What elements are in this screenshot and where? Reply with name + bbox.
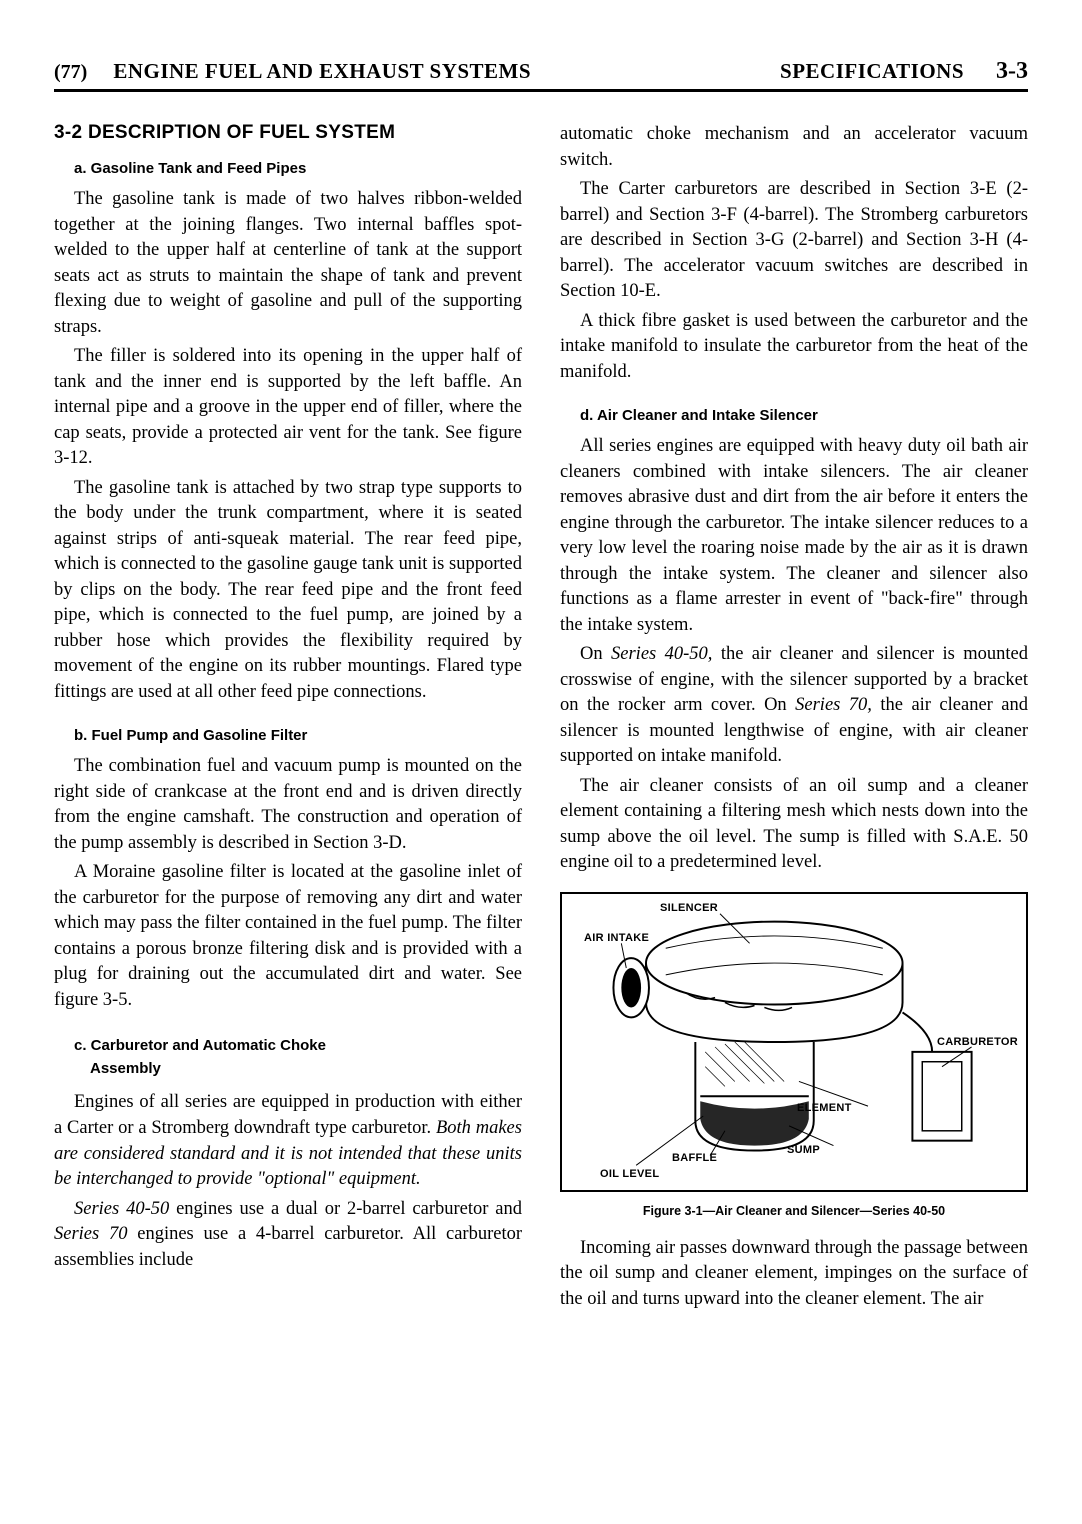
- text-run: engines use a dual or 2-barrel carbureto…: [169, 1199, 522, 1219]
- paragraph: A Moraine gasoline filter is located at …: [54, 860, 522, 1013]
- text-run: On: [580, 644, 611, 664]
- subheading-b: b. Fuel Pump and Gasoline Filter: [54, 727, 522, 744]
- text-italic: Series 70: [54, 1224, 127, 1244]
- content-columns: 3-2 DESCRIPTION OF FUEL SYSTEM a. Gasoli…: [54, 122, 1028, 1316]
- page-number-left: (77): [54, 61, 87, 84]
- subheading-c: c. Carburetor and Automatic Choke Assemb…: [54, 1035, 522, 1080]
- paragraph: The filler is soldered into its opening …: [54, 344, 522, 472]
- header-right-label: SPECIFICATIONS: [780, 59, 964, 84]
- page-number-right: 3-3: [996, 58, 1028, 85]
- text-italic: Series 40-50: [74, 1199, 169, 1219]
- figure-label-sump: SUMP: [787, 1144, 820, 1156]
- paragraph: On Series 40-50, the air cleaner and sil…: [560, 642, 1028, 770]
- paragraph: Series 40-50 engines use a dual or 2-bar…: [54, 1197, 522, 1274]
- paragraph: Incoming air passes downward through the…: [560, 1236, 1028, 1313]
- header-title: ENGINE FUEL AND EXHAUST SYSTEMS: [113, 59, 780, 84]
- text-italic: Series 70,: [795, 695, 872, 715]
- text-italic: Series 40-50,: [611, 644, 712, 664]
- left-column: 3-2 DESCRIPTION OF FUEL SYSTEM a. Gasoli…: [54, 122, 522, 1316]
- subheading-a: a. Gasoline Tank and Feed Pipes: [54, 160, 522, 177]
- paragraph: A thick fibre gasket is used between the…: [560, 309, 1028, 386]
- figure-label-silencer: SILENCER: [660, 902, 718, 914]
- paragraph: The Carter carburetors are described in …: [560, 177, 1028, 305]
- paragraph: The air cleaner consists of an oil sump …: [560, 774, 1028, 876]
- figure-label-oil-level: OIL LEVEL: [600, 1168, 659, 1180]
- figure-label-element: ELEMENT: [797, 1102, 852, 1114]
- figure-caption: Figure 3-1—Air Cleaner and Silencer—Seri…: [560, 1204, 1028, 1218]
- figure-label-air-intake: AIR INTAKE: [584, 932, 649, 944]
- paragraph: The gasoline tank is made of two halves …: [54, 187, 522, 340]
- section-title: 3-2 DESCRIPTION OF FUEL SYSTEM: [54, 122, 522, 144]
- subheading-c-line2: Assembly: [74, 1058, 522, 1081]
- figure-air-cleaner: SILENCER AIR INTAKE CARBURETOR ELEMENT B…: [560, 892, 1028, 1192]
- figure-label-baffle: BAFFLE: [672, 1152, 717, 1164]
- paragraph: All series engines are equipped with hea…: [560, 434, 1028, 638]
- paragraph: The gasoline tank is attached by two str…: [54, 476, 522, 706]
- right-column: automatic choke mechanism and an acceler…: [560, 122, 1028, 1316]
- figure-label-carburetor: CARBURETOR: [937, 1036, 1018, 1048]
- paragraph: The combination fuel and vacuum pump is …: [54, 754, 522, 856]
- subheading-c-line1: c. Carburetor and Automatic Choke: [74, 1037, 326, 1054]
- page-header: (77) ENGINE FUEL AND EXHAUST SYSTEMS SPE…: [54, 58, 1028, 92]
- paragraph: automatic choke mechanism and an acceler…: [560, 122, 1028, 173]
- subheading-d: d. Air Cleaner and Intake Silencer: [560, 407, 1028, 424]
- paragraph: Engines of all series are equipped in pr…: [54, 1090, 522, 1192]
